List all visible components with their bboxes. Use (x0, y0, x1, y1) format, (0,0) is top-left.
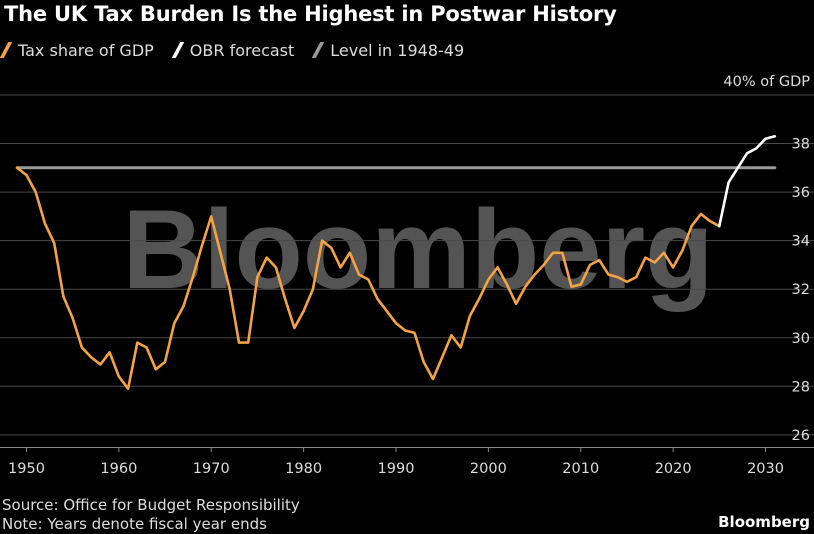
y-tick-label: 26 (792, 428, 810, 444)
chart-title: The UK Tax Burden Is the Highest in Post… (4, 2, 617, 26)
legend-item-obr-forecast: OBR forecast (171, 40, 295, 60)
y-tick-label: 34 (792, 234, 810, 250)
legend-label-obr-forecast: OBR forecast (189, 40, 295, 60)
brand-logo: Bloomberg (718, 513, 810, 531)
legend-label-level-1948-49: Level in 1948-49 (330, 40, 465, 60)
x-tick-label: 1960 (100, 461, 137, 477)
y-tick-label: 38 (792, 137, 810, 153)
x-tick-label: 2010 (562, 461, 599, 477)
y-axis: 26 28 30 32 34 36 38 (792, 137, 810, 444)
source-note: Source: Office for Budget Responsibility (2, 496, 300, 514)
x-tick-label: 1990 (378, 461, 415, 477)
y-tick-label: 28 (792, 379, 810, 395)
series-line-obr-forecast (717, 135, 777, 228)
y-tick-label: 32 (792, 282, 810, 298)
x-axis: 1950 1960 1970 1980 1990 2000 2010 2020 2030 (0, 447, 814, 477)
chart-legend: Tax share of GDP OBR forecast Level in 1… (0, 38, 486, 62)
series-line-tax-share (15, 166, 721, 391)
x-tick-label: 1970 (193, 461, 230, 477)
gridlines (0, 94, 814, 436)
x-tick-label: 1950 (8, 461, 45, 477)
x-tick-label: 2020 (655, 461, 692, 477)
watermark: Bloomberg (122, 187, 713, 312)
legend-item-tax-share: Tax share of GDP (0, 40, 154, 60)
x-tick-label: 2030 (747, 461, 784, 477)
y-tick-label: 30 (792, 331, 810, 347)
x-tick-label: 1980 (285, 461, 322, 477)
x-tick-label: 2000 (470, 461, 507, 477)
series-lines (15, 135, 777, 391)
y-unit-label: 40% of GDP (723, 74, 810, 90)
y-tick-label: 36 (792, 185, 810, 201)
legend-item-level-1948-49: Level in 1948-49 (312, 40, 465, 60)
footnote: Note: Years denote fiscal year ends (2, 515, 267, 533)
legend-label-tax-share: Tax share of GDP (18, 40, 154, 60)
